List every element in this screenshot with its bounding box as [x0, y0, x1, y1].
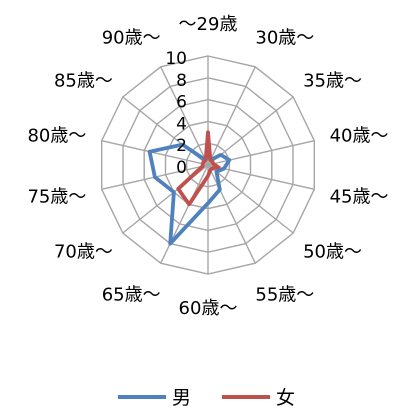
radial-tick-label: 6	[176, 93, 187, 113]
category-label: ～29歳	[179, 14, 238, 35]
grid	[100, 55, 315, 275]
category-label: 75歳～	[27, 187, 86, 208]
grid-spoke	[160, 164, 209, 264]
legend-label: 男	[172, 387, 191, 406]
series-layer	[147, 130, 232, 246]
legend-label: 女	[276, 387, 295, 406]
grid-spoke	[207, 164, 256, 264]
category-label: 45歳～	[330, 187, 389, 208]
radial-tick-label: 4	[176, 114, 187, 134]
radial-tick-label: 2	[176, 136, 187, 156]
radial-tick-label: 8	[176, 71, 187, 91]
legend: 男女	[118, 387, 295, 406]
grid-spoke	[207, 66, 256, 166]
grid-spoke	[207, 164, 294, 234]
radial-tick-label: 0	[176, 158, 187, 178]
category-label: 55歳～	[255, 284, 314, 305]
grid-spoke	[207, 140, 315, 166]
category-label: 90歳～	[102, 28, 161, 49]
category-label: 40歳～	[330, 126, 389, 147]
grid-spoke	[101, 140, 209, 166]
category-label: 80歳～	[27, 126, 86, 147]
category-label: 65歳～	[102, 284, 161, 305]
category-label: 70歳～	[54, 241, 113, 262]
category-label: 50歳～	[303, 241, 362, 262]
grid-spoke	[160, 66, 209, 166]
series-line-female	[176, 130, 221, 207]
radial-tick-label: 10	[165, 49, 187, 69]
category-label: 30歳～	[255, 28, 314, 49]
category-labels: ～29歳 30歳～ 35歳～ 40歳～ 45歳～ 50歳～ 55歳～ 60歳～ 65歳～ 70歳～…	[27, 14, 388, 319]
category-label: 35歳～	[303, 71, 362, 92]
category-label: 85歳～	[54, 71, 113, 92]
series-line-male	[147, 142, 232, 246]
category-label: 60歳～	[179, 298, 238, 319]
